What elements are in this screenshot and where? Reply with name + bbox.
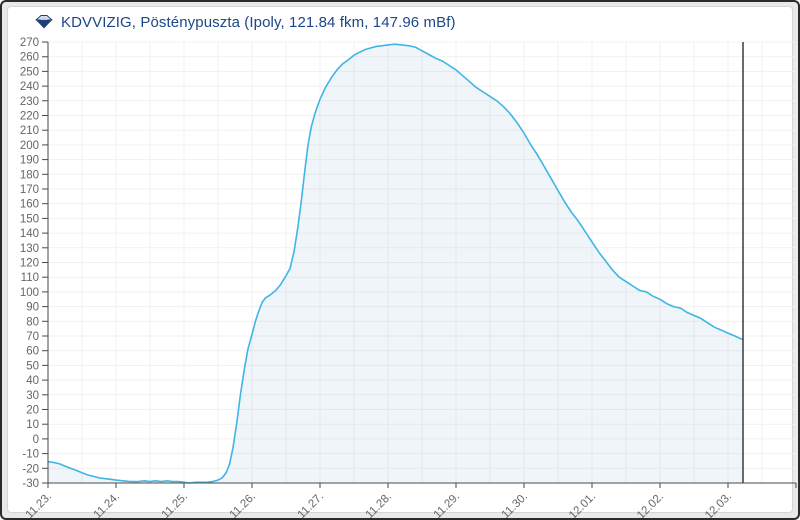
svg-text:100: 100 [20, 287, 39, 299]
svg-text:70: 70 [26, 331, 39, 343]
svg-text:130: 130 [20, 243, 39, 255]
svg-text:210: 210 [20, 125, 39, 137]
svg-text:80: 80 [26, 316, 39, 328]
svg-text:10: 10 [26, 419, 39, 431]
svg-text:170: 170 [20, 184, 39, 196]
svg-text:-20: -20 [22, 463, 39, 475]
svg-text:20: 20 [26, 405, 39, 417]
svg-text:30: 30 [26, 390, 39, 402]
series-area [48, 44, 743, 483]
chart-card: KDVVIZIG, Pösténypuszta (Ipoly, 121.84 f… [7, 6, 797, 518]
svg-text:12.02.: 12.02. [635, 491, 666, 520]
svg-text:11.26.: 11.26. [228, 491, 258, 520]
svg-text:11.30.: 11.30. [500, 491, 530, 520]
card-header: KDVVIZIG, Pösténypuszta (Ipoly, 121.84 f… [34, 9, 456, 35]
svg-text:50: 50 [26, 360, 39, 372]
water-authority-gem-icon [34, 12, 54, 32]
svg-text:220: 220 [20, 111, 39, 123]
svg-text:230: 230 [20, 96, 39, 108]
svg-text:270: 270 [20, 37, 39, 49]
gridlines [48, 41, 797, 483]
svg-text:260: 260 [20, 52, 39, 64]
svg-text:11.28.: 11.28. [364, 491, 394, 520]
svg-text:180: 180 [20, 169, 39, 181]
svg-text:240: 240 [20, 81, 39, 93]
station-title-link[interactable]: KDVVIZIG, Pösténypuszta (Ipoly, 121.84 f… [61, 13, 456, 31]
svg-text:0: 0 [33, 434, 39, 446]
svg-text:160: 160 [20, 199, 39, 211]
axes [42, 41, 797, 488]
svg-text:90: 90 [26, 302, 39, 314]
svg-text:200: 200 [20, 140, 39, 152]
svg-text:-30: -30 [22, 478, 39, 490]
x-tick-labels: 11.23. 11.24. 11.25. 11.26. 11.27. 11.28. 11.2… [24, 491, 734, 520]
svg-text:12.03.: 12.03. [703, 491, 734, 520]
svg-text:150: 150 [20, 213, 39, 225]
svg-text:250: 250 [20, 66, 39, 78]
water-level-chart[interactable]: 2702602502402302202102001901801701601501… [6, 5, 800, 520]
svg-text:40: 40 [26, 375, 39, 387]
svg-text:11.27.: 11.27. [296, 491, 326, 520]
series-line[interactable] [47, 43, 744, 484]
svg-text:120: 120 [20, 258, 39, 270]
svg-text:11.24.: 11.24. [92, 491, 122, 520]
svg-text:12.01.: 12.01. [567, 491, 598, 520]
svg-text:60: 60 [26, 346, 39, 358]
svg-text:-10: -10 [22, 449, 39, 461]
svg-text:11.29.: 11.29. [432, 491, 462, 520]
y-tick-labels: 2702602502402302202102001901801701601501… [20, 37, 39, 490]
svg-text:110: 110 [21, 272, 39, 284]
svg-text:140: 140 [20, 228, 39, 240]
svg-text:11.25.: 11.25. [160, 491, 190, 520]
svg-text:11.23.: 11.23. [24, 491, 54, 520]
svg-text:190: 190 [20, 155, 39, 167]
